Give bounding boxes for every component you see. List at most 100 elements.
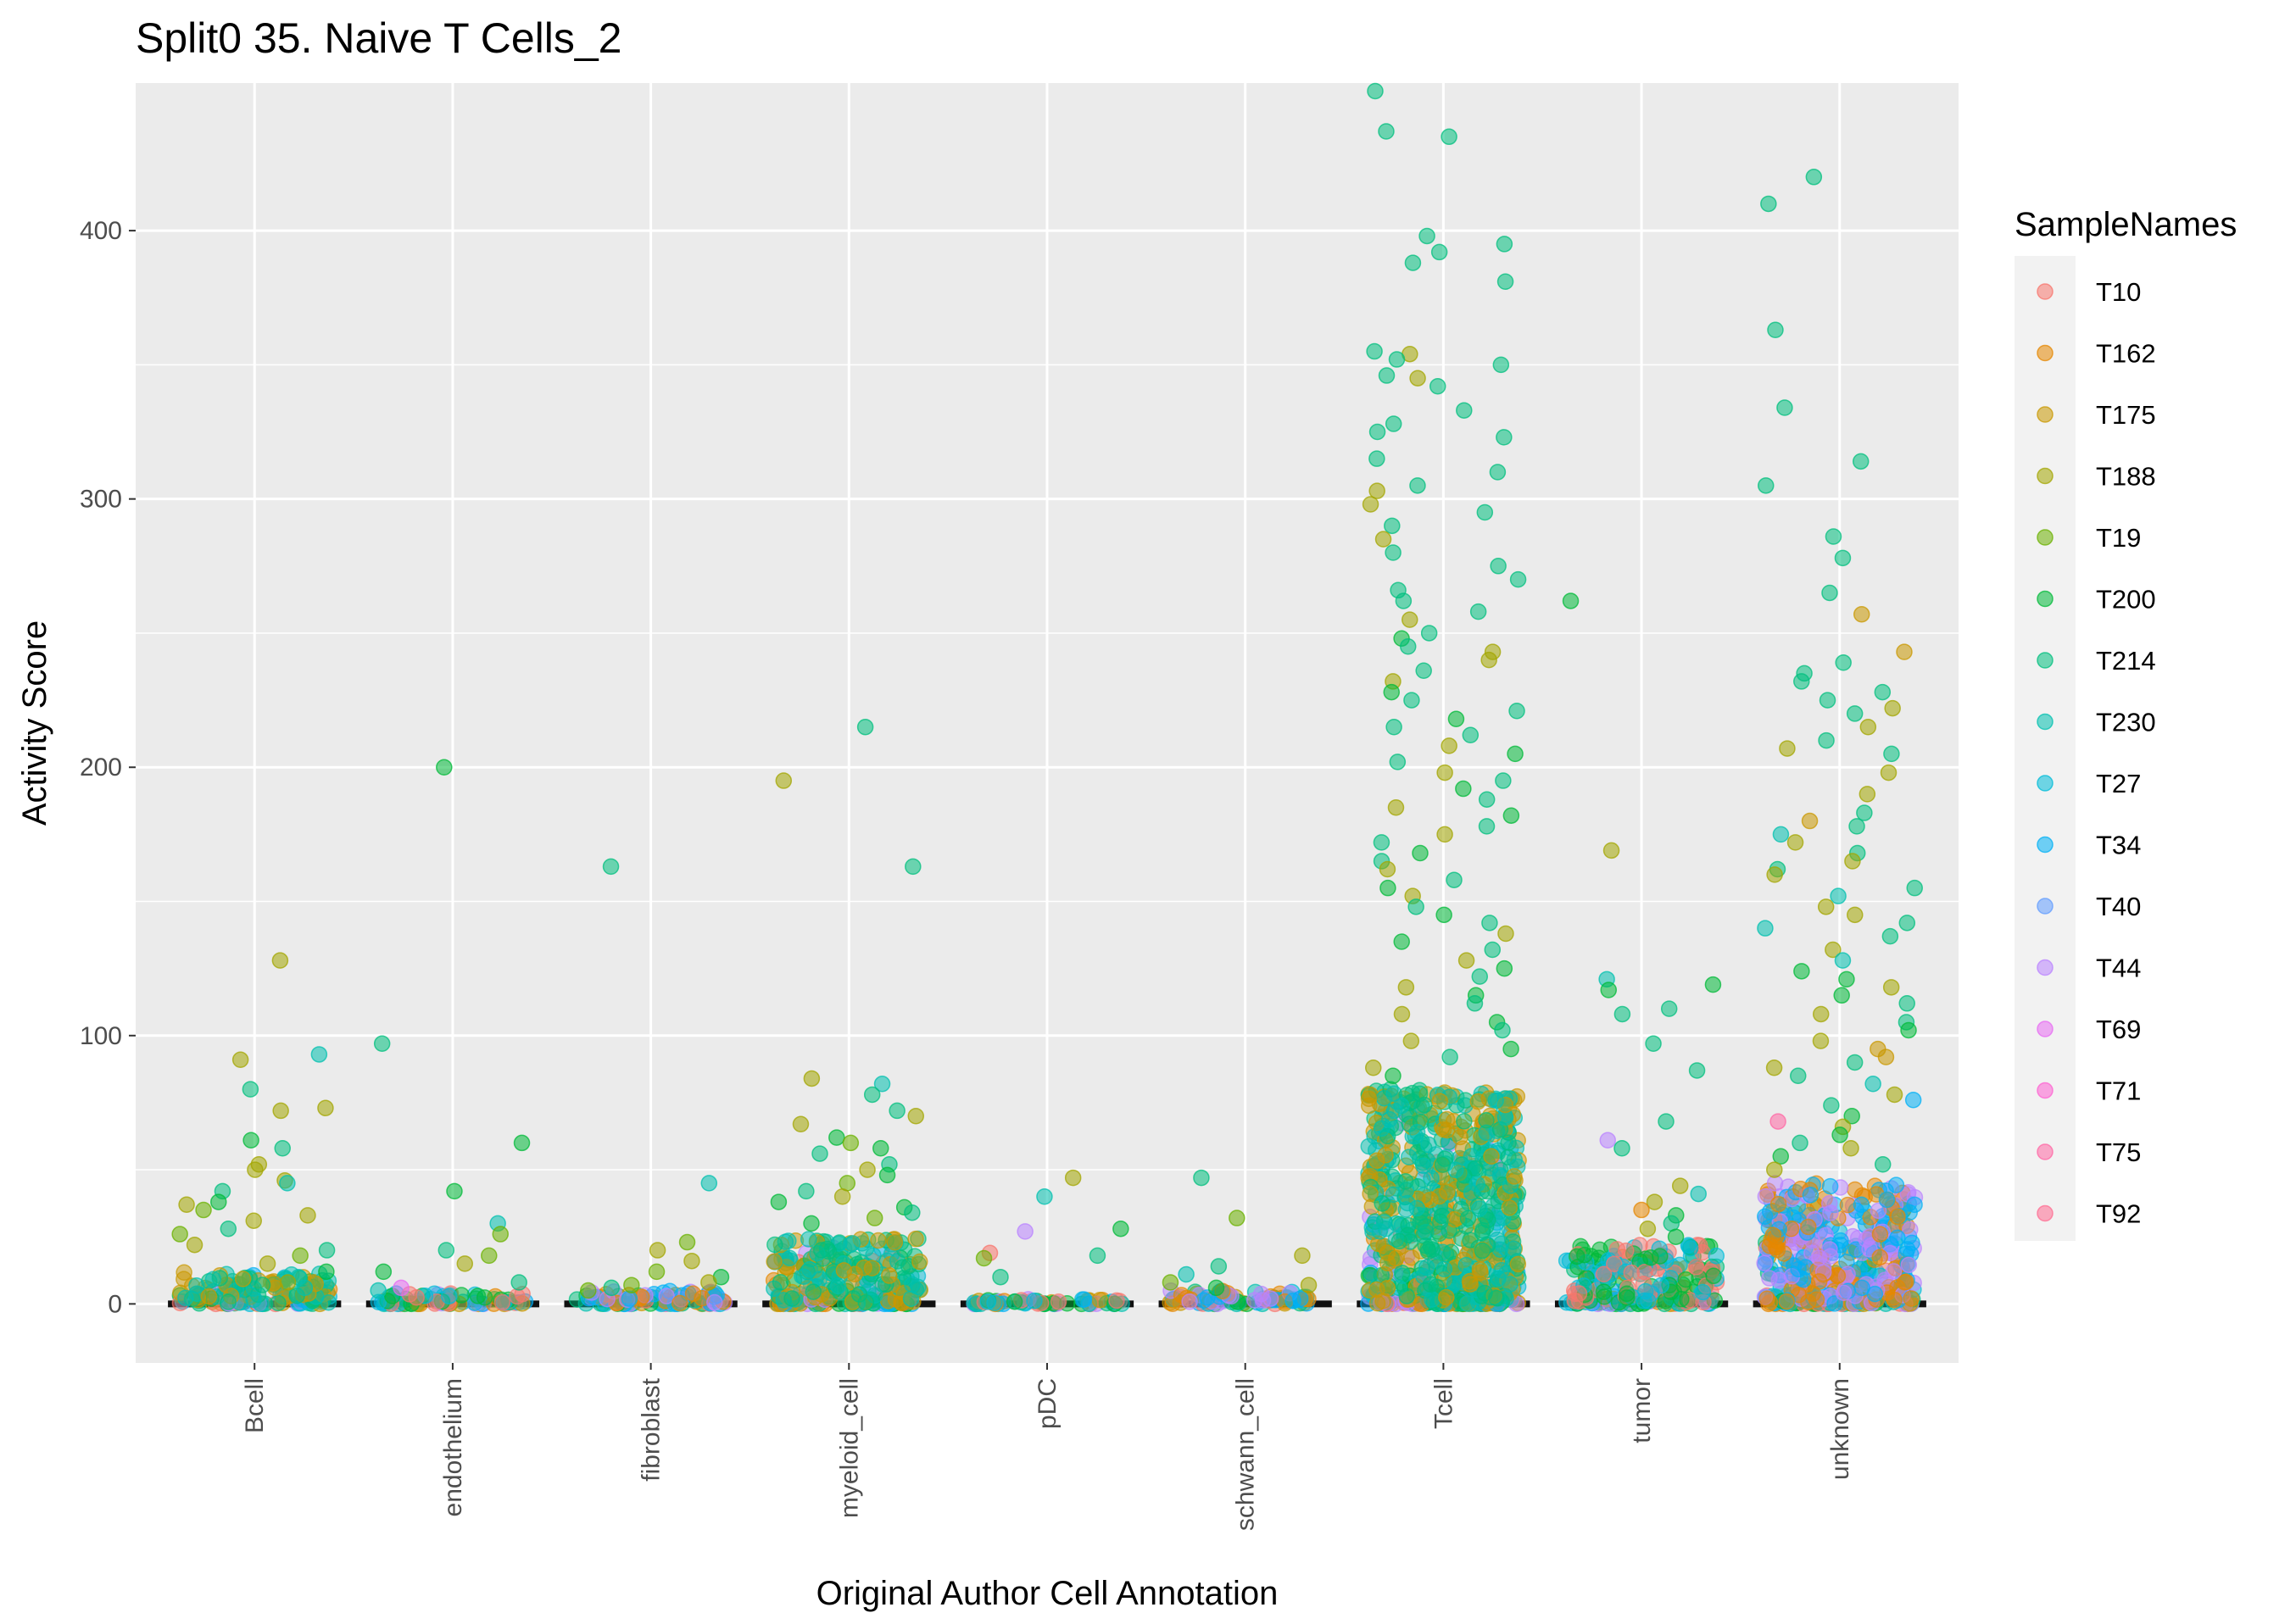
data-point xyxy=(678,1233,696,1251)
legend-label: T40 xyxy=(2096,892,2141,921)
data-point xyxy=(1812,1032,1830,1049)
data-point xyxy=(648,1263,666,1281)
data-point xyxy=(247,1161,264,1178)
data-point xyxy=(234,1271,252,1288)
data-point xyxy=(1847,906,1864,924)
data-point xyxy=(1786,834,1804,851)
legend-label: T75 xyxy=(2096,1137,2141,1167)
data-point xyxy=(1481,915,1498,932)
data-point xyxy=(1874,683,1892,701)
data-point xyxy=(772,1274,789,1291)
data-point xyxy=(1456,1113,1473,1130)
data-point xyxy=(393,1279,410,1297)
data-point xyxy=(1502,1040,1519,1058)
legend-label: T34 xyxy=(2096,831,2141,860)
data-point xyxy=(1432,1213,1449,1231)
data-point xyxy=(1642,1249,1659,1266)
data-point xyxy=(1602,842,1620,859)
data-point xyxy=(1446,871,1463,888)
data-point xyxy=(1835,1284,1853,1301)
data-point xyxy=(1373,834,1390,851)
data-point xyxy=(1507,745,1524,763)
legend-key xyxy=(2037,652,2054,669)
data-point xyxy=(1705,1267,1722,1285)
x-tick-label: schwann_cell xyxy=(1232,1378,1260,1531)
data-point xyxy=(1089,1247,1106,1265)
data-point xyxy=(1853,606,1870,623)
data-point xyxy=(320,1293,337,1311)
data-point xyxy=(1393,1005,1411,1023)
data-point xyxy=(1397,1173,1414,1190)
data-point xyxy=(1493,1261,1510,1279)
data-point xyxy=(1362,1185,1379,1203)
data-point xyxy=(1885,1263,1903,1280)
data-point xyxy=(1667,1228,1685,1245)
data-point xyxy=(775,772,793,789)
data-point xyxy=(1075,1291,1093,1308)
data-point xyxy=(1900,1256,1918,1274)
data-point xyxy=(603,1279,620,1297)
data-point xyxy=(1488,1289,1505,1307)
data-point xyxy=(440,1288,458,1305)
data-point xyxy=(1229,1210,1246,1226)
data-point xyxy=(456,1255,474,1272)
legend-key xyxy=(2037,1082,2054,1099)
legend-label: T188 xyxy=(2096,462,2156,492)
data-point xyxy=(1112,1220,1129,1237)
data-point xyxy=(1368,482,1385,499)
data-point xyxy=(1195,1292,1212,1310)
data-point xyxy=(1886,1291,1903,1309)
data-point xyxy=(1438,1121,1456,1139)
legend-key xyxy=(2037,836,2054,854)
data-point xyxy=(1898,915,1916,932)
data-point xyxy=(1677,1271,1695,1288)
legend-key xyxy=(2037,283,2054,300)
x-tick-label: Tcell xyxy=(1429,1378,1457,1429)
data-point xyxy=(1613,1140,1630,1157)
data-point xyxy=(1839,1196,1857,1214)
x-tick-label: myeloid_cell xyxy=(835,1378,863,1518)
data-point xyxy=(1390,1232,1408,1250)
data-point xyxy=(870,1232,887,1249)
data-point xyxy=(1397,979,1415,996)
data-point xyxy=(1435,906,1452,924)
data-point xyxy=(1193,1169,1210,1187)
data-point xyxy=(220,1220,237,1237)
data-point xyxy=(1886,1086,1903,1104)
data-point xyxy=(1639,1220,1657,1237)
y-tick-label: 0 xyxy=(108,1290,122,1318)
data-point xyxy=(1818,731,1835,749)
data-point xyxy=(805,1283,822,1300)
data-point xyxy=(1633,1201,1650,1219)
data-point xyxy=(863,1260,881,1276)
y-tick-label: 200 xyxy=(80,754,122,781)
data-point xyxy=(1457,952,1475,969)
data-point xyxy=(907,1108,925,1125)
data-point xyxy=(1636,1293,1652,1310)
data-point xyxy=(1882,979,1900,996)
data-point xyxy=(1846,705,1864,722)
data-point xyxy=(1210,1258,1228,1275)
data-point xyxy=(1378,123,1395,140)
data-point xyxy=(1457,1256,1474,1274)
data-point xyxy=(178,1196,195,1213)
data-point xyxy=(1418,1259,1435,1276)
data-point xyxy=(1207,1279,1225,1297)
data-point xyxy=(1645,1035,1662,1053)
data-point xyxy=(1415,1157,1432,1175)
data-point xyxy=(1393,933,1410,950)
data-point xyxy=(1484,941,1502,959)
data-point xyxy=(1833,987,1850,1004)
data-point xyxy=(1826,1295,1843,1312)
data-point xyxy=(1496,236,1513,253)
legend-key xyxy=(2037,590,2054,608)
data-point xyxy=(292,1247,309,1265)
data-point xyxy=(1870,1202,1887,1220)
data-point xyxy=(1384,517,1401,535)
data-point xyxy=(1871,1249,1889,1266)
data-point xyxy=(1385,544,1402,561)
data-point xyxy=(1562,592,1580,609)
data-point xyxy=(317,1099,334,1117)
data-point xyxy=(700,1274,717,1291)
data-point xyxy=(1704,976,1722,993)
